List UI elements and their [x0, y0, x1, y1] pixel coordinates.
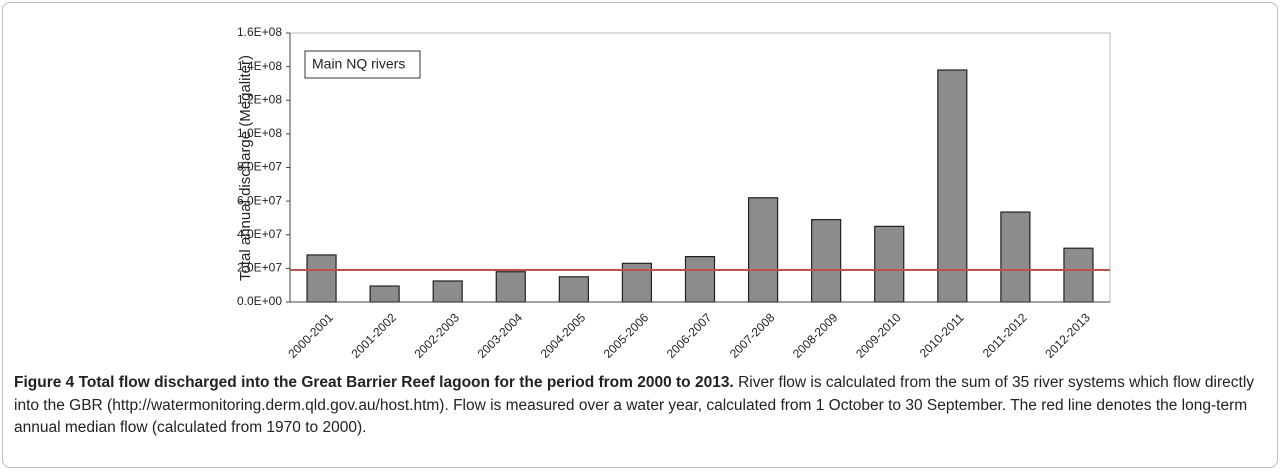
- y-tick-label: 4.0E+07: [237, 227, 282, 241]
- x-tick-label: 2000-2001: [285, 310, 336, 361]
- annotation-box: [304, 50, 421, 79]
- y-tick-label: 1.2E+08: [237, 92, 282, 106]
- annotation: Main NQ rivers: [312, 56, 405, 72]
- caption-text: River flow is calculated from the sum of…: [14, 374, 1255, 436]
- bar: [1000, 211, 1031, 303]
- y-tick-label: 2.0E+07: [237, 261, 282, 275]
- y-tick-label: 1.4E+08: [237, 59, 282, 73]
- bar: [874, 225, 905, 303]
- bar: [558, 276, 589, 303]
- y-axis-title: Total annual discharge (Megaliter): [237, 55, 254, 281]
- x-tick-label: 2011-2012: [980, 310, 1030, 360]
- caption: Figure 4 Total flow discharged into the …: [14, 372, 1270, 440]
- x-tick-label: 2007-2008: [727, 310, 778, 361]
- bar: [937, 69, 968, 303]
- bar: [432, 280, 463, 303]
- x-tick-label: 2001-2002: [348, 310, 399, 361]
- bar: [1063, 247, 1094, 303]
- bar: [747, 197, 779, 303]
- x-tick-label: 2009-2010: [853, 310, 904, 361]
- bar: [684, 256, 716, 303]
- x-tick-label: 2003-2004: [475, 310, 526, 361]
- y-tick-label: 6.0E+07: [237, 193, 282, 207]
- bar: [811, 219, 842, 303]
- x-tick-label: 2010-2011: [917, 310, 967, 360]
- bar: [369, 285, 400, 303]
- x-tick-label: 2005-2006: [601, 310, 652, 361]
- x-tick-label: 2008-2009: [790, 310, 841, 361]
- caption-title: Figure 4 Total flow discharged into the …: [14, 374, 734, 391]
- x-tick-label: 2002-2003: [412, 310, 463, 361]
- bar: [306, 254, 337, 303]
- y-tick-label: 1.6E+08: [237, 25, 282, 39]
- y-tick-label: 8.0E+07: [237, 160, 282, 174]
- x-tick-label: 2012-2013: [1042, 310, 1093, 361]
- chart: Total annual discharge (Megaliter) Main …: [237, 25, 1111, 361]
- y-tick-label: 0.0E+00: [237, 294, 282, 308]
- bar: [495, 271, 526, 303]
- x-tick-label: 2004-2005: [538, 310, 589, 361]
- y-tick-label: 1.0E+08: [237, 126, 282, 140]
- x-tick-label: 2006-2007: [664, 310, 715, 361]
